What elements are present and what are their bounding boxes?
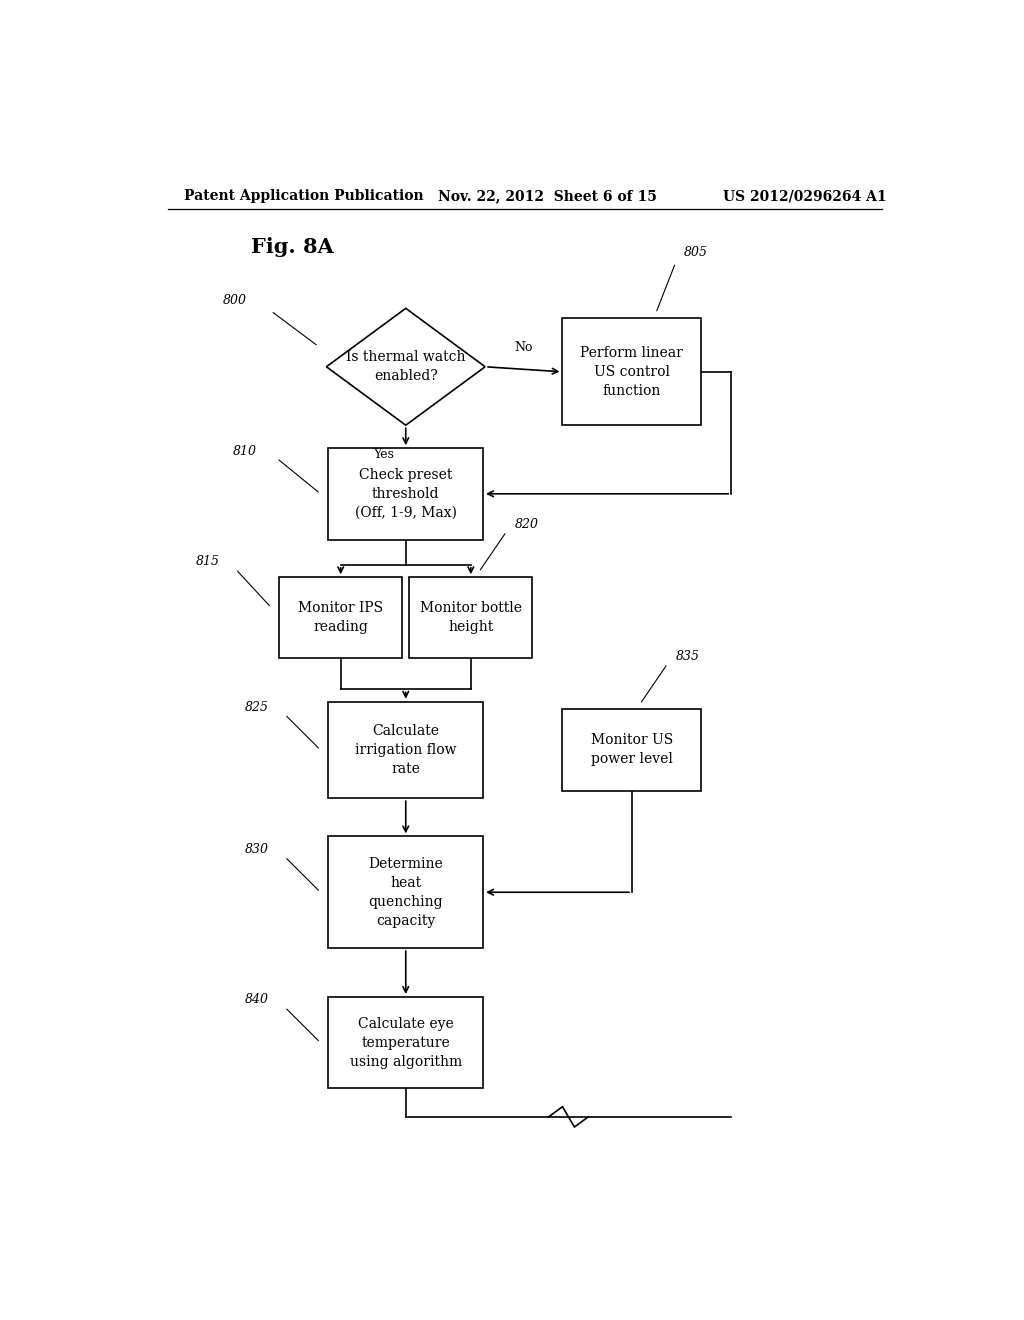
FancyBboxPatch shape — [329, 997, 483, 1089]
FancyBboxPatch shape — [329, 837, 483, 948]
Text: Check preset
threshold
(Off, 1-9, Max): Check preset threshold (Off, 1-9, Max) — [354, 467, 457, 520]
Text: Perform linear
US control
function: Perform linear US control function — [581, 346, 683, 397]
Text: 840: 840 — [245, 994, 269, 1006]
Text: Fig. 8A: Fig. 8A — [251, 236, 334, 257]
Text: 830: 830 — [245, 843, 269, 857]
FancyBboxPatch shape — [562, 318, 701, 425]
Text: Calculate eye
temperature
using algorithm: Calculate eye temperature using algorith… — [349, 1016, 462, 1069]
Text: 815: 815 — [196, 556, 220, 569]
Text: 820: 820 — [514, 517, 539, 531]
Text: 825: 825 — [245, 701, 269, 714]
Text: Determine
heat
quenching
capacity: Determine heat quenching capacity — [369, 857, 443, 928]
Text: Patent Application Publication: Patent Application Publication — [183, 189, 423, 203]
Text: Is thermal watch
enabled?: Is thermal watch enabled? — [346, 350, 466, 383]
Text: Nov. 22, 2012  Sheet 6 of 15: Nov. 22, 2012 Sheet 6 of 15 — [437, 189, 656, 203]
Text: Yes: Yes — [373, 447, 394, 461]
Text: 835: 835 — [676, 649, 699, 663]
FancyBboxPatch shape — [562, 709, 701, 791]
Text: 810: 810 — [232, 445, 257, 458]
FancyBboxPatch shape — [410, 577, 532, 659]
FancyBboxPatch shape — [329, 702, 483, 799]
Text: Calculate
irrigation flow
rate: Calculate irrigation flow rate — [355, 723, 457, 776]
Text: 800: 800 — [223, 294, 247, 308]
Text: US 2012/0296264 A1: US 2012/0296264 A1 — [723, 189, 887, 203]
Text: No: No — [514, 341, 534, 354]
Polygon shape — [327, 309, 485, 425]
Text: 805: 805 — [684, 246, 708, 259]
FancyBboxPatch shape — [329, 447, 483, 540]
Text: Monitor bottle
height: Monitor bottle height — [420, 602, 522, 635]
Text: Monitor IPS
reading: Monitor IPS reading — [298, 602, 383, 635]
Text: Monitor US
power level: Monitor US power level — [591, 734, 673, 767]
FancyBboxPatch shape — [280, 577, 402, 659]
